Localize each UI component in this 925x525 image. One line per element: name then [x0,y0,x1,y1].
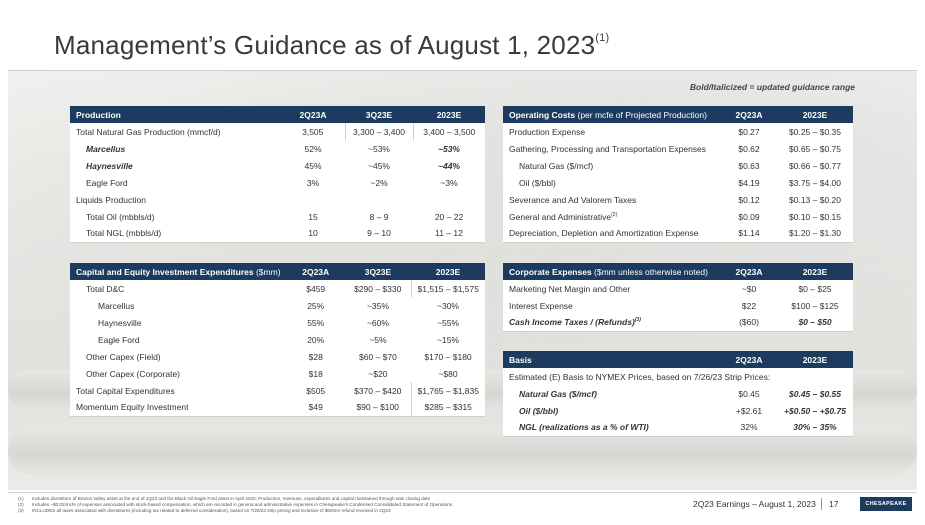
company-logo: CHESAPEAKE [860,497,912,511]
table-row: Liquids Production [76,194,146,205]
footer-text: 2Q23 Earnings – August 1, 2023 [693,499,816,509]
corporate-expenses-table: Corporate Expenses ($mm unless otherwise… [503,263,853,332]
table-row: Other Capex (Field) $28 $60 – $70 $170 –… [86,351,472,362]
table-header: Production 2Q23A 3Q23E 2023E [70,106,485,123]
footnote: (1) Includes divestiture of Brazos Valley… [18,496,431,501]
table-row: Total D&C $459 $290 – $330 $1,515 – $1,5… [70,280,485,297]
table-header: Corporate Expenses ($mm unless otherwise… [503,263,853,280]
table-row: Natural Gas ($/mcf) $0.45 $0.45 – $0.55 [519,388,841,399]
table-row: Marcellus 52% ~53% ~53% [86,143,460,154]
table-row: Eagle Ford 3% ~2% ~3% [86,177,458,188]
table-row: Marcellus 25% ~35% ~30% [98,300,459,311]
table-row: Total Capital Expenditures $505 $370 – $… [70,382,485,399]
legend-note: Bold/Italicized = updated guidance range [689,82,855,92]
operating-costs-table: Operating Costs (per mcfe of Projected P… [503,106,853,243]
production-table: Production 2Q23A 3Q23E 2023E Total Natur… [70,106,485,243]
table-row: NGL (realizations as a % of WTI) 32% 30%… [503,419,853,437]
table-row: Momentum Equity Investment $49 $90 – $10… [70,399,485,417]
table-row: Eagle Ford 20% ~5% ~15% [98,334,459,345]
table-row: Oil ($/bbl) $4.19 $3.75 – $4.00 [519,177,841,188]
footer-separator [821,498,822,510]
table-row: Natural Gas ($/mcf) $0.63 $0.66 – $0.77 [519,160,841,171]
footnote: (3) INCLUDES all taxes associated with di… [18,508,391,513]
table-row: Interest Expense $22 $100 – $125 [509,300,839,311]
table-row: Gathering, Processing and Transportation… [509,143,841,154]
table-row: General and Administrative(2) $0.09 $0.1… [509,211,841,222]
table-row: Other Capex (Corporate) $18 ~$20 ~$80 [86,368,458,379]
title-divider [8,70,917,71]
footnotes: (1) Includes divestiture of Brazos Valley… [18,496,658,514]
table-row: Haynesville 45% ~45% ~44% [86,160,460,171]
page-title: Management’s Guidance as of August 1, 20… [54,30,610,60]
table-row: Total NGL (mbbls/d) 10 9 – 10 11 – 12 [70,225,485,243]
table-row: Estimated (E) Basis to NYMEX Prices, bas… [509,371,771,382]
table-row: Marketing Net Margin and Other ~$0 $0 – … [509,283,832,294]
table-header: Capital and Equity Investment Expenditur… [70,263,485,280]
table-row: Total Natural Gas Production (mmcf/d) 3,… [70,123,485,140]
table-row: Cash Income Taxes / (Refunds)(3) ($60) $… [503,314,853,332]
table-row: Haynesville 55% ~60% ~55% [98,317,459,328]
table-row: Total Oil (mbbls/d) 15 8 – 9 20 – 22 [86,211,464,222]
table-row: Severance and Ad Valorem Taxes $0.12 $0.… [509,194,841,205]
table-header: Basis 2Q23A 2023E [503,351,853,368]
footer-divider [8,492,917,493]
capex-table: Capital and Equity Investment Expenditur… [70,263,485,417]
table-row: Depreciation, Depletion and Amortization… [503,225,853,243]
table-row: Production Expense $0.27 $0.25 – $0.35 [509,126,841,137]
basis-table: Basis 2Q23A 2023E Estimated (E) Basis to… [503,351,853,437]
page-number: 17 [829,499,839,509]
table-header: Operating Costs (per mcfe of Projected P… [503,106,853,123]
table-row: Oil ($/bbl) +$2.61 +$0.50 – +$0.75 [519,405,846,416]
footnote: (2) Includes ~$0.02/mcfe of expenses asso… [18,502,453,507]
